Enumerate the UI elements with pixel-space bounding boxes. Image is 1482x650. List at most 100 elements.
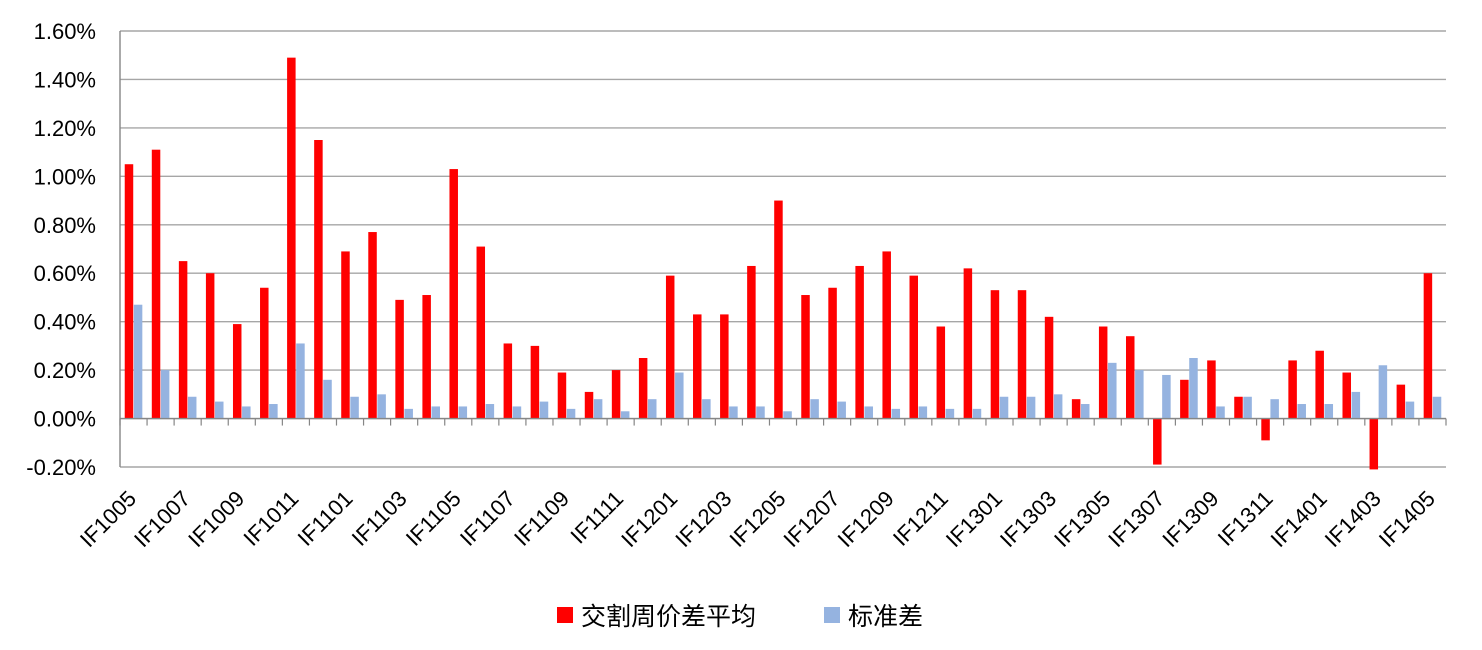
bar-std-dev xyxy=(1351,391,1361,419)
x-tick-label: IF1103 xyxy=(347,486,412,551)
bar-spread-average xyxy=(963,268,973,419)
bar-std-dev xyxy=(1378,365,1388,419)
bar-std-dev xyxy=(431,406,441,419)
bar-std-dev xyxy=(864,406,873,419)
y-tick-label: -0.20% xyxy=(26,455,96,480)
bar-std-dev xyxy=(1270,399,1279,419)
y-tick-label: 0.80% xyxy=(34,213,96,238)
x-tick-label: IF1205 xyxy=(724,486,790,552)
bar-std-dev xyxy=(810,399,819,419)
legend-swatch-std-dev xyxy=(824,607,840,623)
bar-std-dev xyxy=(133,304,143,419)
bar-spread-average xyxy=(1153,418,1162,465)
bar-spread-average xyxy=(1288,360,1297,419)
bar-spread-average xyxy=(1261,418,1270,441)
x-tick-label: IF1303 xyxy=(995,486,1061,552)
bar-std-dev xyxy=(404,408,413,419)
x-tick-label: IF1201 xyxy=(616,486,682,552)
y-tick-label: 0.00% xyxy=(34,407,96,432)
legend-label-spread-average: 交割周价差平均 xyxy=(581,603,756,631)
bar-std-dev xyxy=(160,370,170,419)
bar-std-dev xyxy=(350,396,359,419)
x-tick-label: IF1203 xyxy=(670,486,736,552)
y-tick-label: 1.00% xyxy=(34,164,96,189)
y-tick-label: 1.20% xyxy=(34,116,96,141)
bar-std-dev xyxy=(1189,358,1198,419)
bar-std-dev xyxy=(377,394,386,419)
bar-spread-average xyxy=(909,275,919,419)
bar-spread-average xyxy=(828,287,837,419)
bar-spread-average xyxy=(611,370,621,419)
x-tick-label: IF1301 xyxy=(941,486,1007,552)
x-tick-label: IF1011 xyxy=(238,486,303,551)
bar-std-dev xyxy=(783,411,792,419)
bar-spread-average xyxy=(693,314,702,419)
x-tick-label: IF1111 xyxy=(566,486,629,549)
bar-std-dev xyxy=(945,408,955,419)
bar-spread-average xyxy=(476,246,486,419)
bar-std-dev xyxy=(187,396,197,419)
bar-std-dev xyxy=(1432,396,1442,419)
bar-spread-average xyxy=(801,295,810,419)
bar-spread-average xyxy=(1180,379,1189,419)
x-tick-label: IF1105 xyxy=(401,486,466,551)
x-tick-label: IF1005 xyxy=(75,486,141,552)
bar-spread-average xyxy=(314,140,323,419)
legend-swatch-spread-average xyxy=(557,607,573,623)
x-tick-label: IF1109 xyxy=(509,486,574,551)
bar-spread-average xyxy=(1125,336,1135,419)
bar-std-dev xyxy=(269,404,278,419)
bar-spread-average xyxy=(260,287,269,419)
bar-spread-average xyxy=(665,275,675,419)
bar-std-dev xyxy=(296,343,305,419)
bar-spread-average xyxy=(395,299,404,419)
bar-std-dev xyxy=(1108,362,1117,419)
bar-std-dev xyxy=(1405,401,1415,419)
x-tick-label: IF1101 xyxy=(293,486,358,551)
bar-std-dev xyxy=(891,408,901,419)
y-tick-labels: 1.60% 1.40% 1.20% 1.00% 0.80% 0.60% 0.40% 0.20%… xyxy=(26,19,96,480)
bar-spread-average xyxy=(422,295,431,419)
y-tick-label: 1.40% xyxy=(34,67,96,92)
bar-std-dev xyxy=(999,396,1009,419)
bar-std-dev xyxy=(1135,370,1144,419)
bar-std-dev xyxy=(918,406,928,419)
bar-spread-average xyxy=(1423,273,1433,419)
bar-std-dev xyxy=(702,399,711,419)
bar-std-dev xyxy=(593,399,603,419)
legend-label-std-dev: 标准差 xyxy=(848,603,923,631)
y-tick-label: 0.40% xyxy=(34,310,96,335)
bar-std-dev xyxy=(756,406,765,419)
bar-spread-average xyxy=(1342,372,1351,419)
y-tick-label: 1.60% xyxy=(34,19,96,44)
x-tick-label: IF1405 xyxy=(1374,486,1440,552)
x-tick-label: IF1107 xyxy=(455,486,520,551)
bar-spread-average xyxy=(124,164,134,419)
x-tick-label: IF1311 xyxy=(1213,486,1278,551)
bar-std-dev xyxy=(647,399,657,419)
bar-spread-average xyxy=(557,372,567,419)
bar-spread-average xyxy=(855,265,864,419)
bar-std-dev xyxy=(512,406,522,419)
bar-std-dev xyxy=(675,372,684,419)
bar-std-dev xyxy=(215,401,224,419)
bar-std-dev xyxy=(1080,404,1090,419)
bar-std-dev xyxy=(242,406,251,419)
bar-std-dev xyxy=(539,401,549,419)
bar-spread-average xyxy=(882,251,891,419)
axes xyxy=(119,31,1447,467)
x-tick-labels: IF1005IF1007IF1009IF1011IF1101IF1103IF11… xyxy=(75,486,1440,552)
bar-std-dev xyxy=(729,406,738,419)
x-tick-label: IF1007 xyxy=(129,486,195,552)
bar-spread-average xyxy=(584,391,594,419)
bar-std-dev xyxy=(972,408,982,419)
bar-spread-average xyxy=(341,251,350,419)
bar-std-dev xyxy=(458,406,468,419)
bar-spread-average xyxy=(449,169,458,419)
bar-spread-average xyxy=(774,200,783,419)
x-tick-label: IF1305 xyxy=(1049,486,1115,552)
bar-std-dev xyxy=(1026,396,1036,419)
bar-spread-average xyxy=(530,345,540,419)
bar-spread-average xyxy=(1017,290,1027,419)
x-tick-label: IF1209 xyxy=(833,486,899,552)
